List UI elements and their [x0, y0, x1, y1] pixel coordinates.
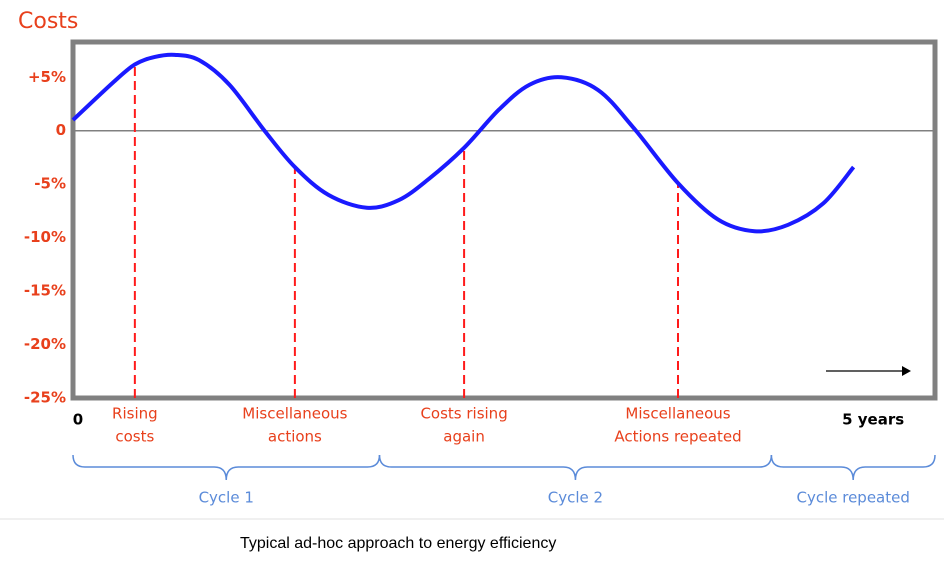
- cycle-brace: [770, 454, 936, 481]
- x-tick-label: 0: [73, 411, 83, 429]
- y-tick-label: -10%: [24, 228, 66, 246]
- plot-frame: [70, 39, 938, 401]
- time-arrow-head: [902, 366, 911, 376]
- phase-label: Costs rising: [420, 405, 507, 423]
- phase-label: Rising: [112, 405, 158, 423]
- cycle-brace: [72, 454, 381, 481]
- y-axis-label: Costs: [18, 9, 78, 34]
- phase-label: again: [443, 428, 485, 446]
- y-tick-label: -5%: [34, 175, 66, 193]
- phase-label: Miscellaneous: [242, 405, 347, 423]
- y-tick-label: -15%: [24, 282, 66, 300]
- phase-label: actions: [268, 428, 322, 446]
- y-tick-label: +5%: [28, 68, 66, 86]
- y-tick-label: -20%: [24, 335, 66, 353]
- caption: Typical ad-hoc approach to energy effici…: [240, 535, 556, 552]
- phase-label: costs: [115, 428, 154, 446]
- cycle-brace: [378, 454, 773, 481]
- cycle-label: Cycle 2: [548, 489, 603, 507]
- y-tick-label: 0: [56, 121, 66, 139]
- phase-label: Miscellaneous: [625, 405, 730, 423]
- phase-label: Actions repeated: [614, 428, 741, 446]
- x-tick-label: 5 years: [842, 411, 904, 429]
- cost-curve: [71, 52, 856, 234]
- y-tick-label: -25%: [24, 389, 66, 407]
- cycle-label: Cycle 1: [199, 489, 254, 507]
- cycle-label: Cycle repeated: [796, 489, 909, 507]
